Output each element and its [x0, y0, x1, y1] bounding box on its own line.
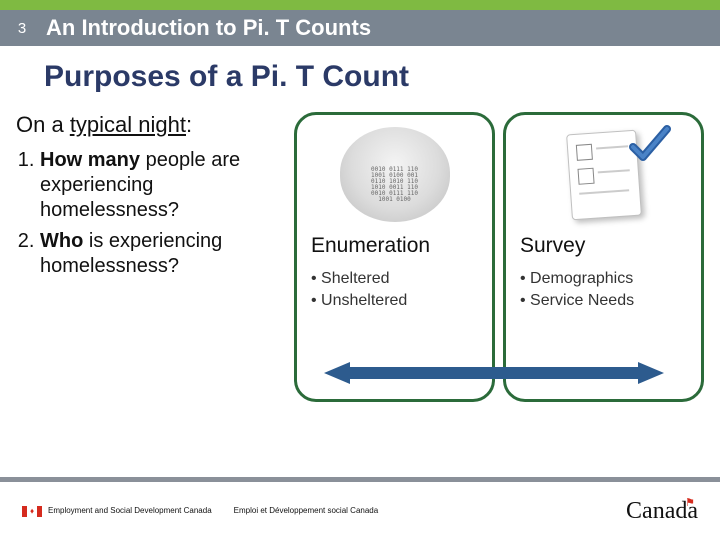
content-row: On a typical night: How many people are … — [0, 112, 720, 402]
checkmark-icon — [627, 123, 671, 167]
subhead: On a typical night: — [16, 112, 278, 138]
header-bar: 3 An Introduction to Pi. T Counts — [0, 10, 720, 46]
footer: ♦ Employment and Social Development Cana… — [0, 482, 720, 540]
card-enumeration-title: Enumeration — [311, 234, 430, 258]
question-list: How many people are experiencing homeles… — [16, 148, 278, 279]
card-survey-bullets: Demographics Service Needs — [520, 268, 634, 313]
slide-number: 3 — [0, 20, 44, 37]
subhead-underlined: typical night — [70, 112, 186, 137]
q1-bold: How many — [40, 149, 140, 171]
binary-globe-icon: 0010 0111 1101001 0100 0010110 1010 1101… — [340, 127, 450, 222]
bullet-demographics: Demographics — [520, 268, 634, 290]
bullet-sheltered: Sheltered — [311, 268, 407, 290]
subhead-lead: On a — [16, 112, 70, 137]
cards-wrap: 0010 0111 1101001 0100 0010110 1010 1101… — [294, 112, 704, 402]
bullet-unsheltered: Unsheltered — [311, 290, 407, 312]
q2-bold: Who — [40, 230, 83, 252]
gov-dept-signature: ♦ Employment and Social Development Cana… — [22, 506, 378, 517]
card-survey: Survey Demographics Service Needs — [503, 112, 704, 402]
canada-flag-icon: ♦ — [22, 506, 42, 517]
canada-wordmark: Canada ⚑ — [626, 498, 698, 525]
wordmark-flag-icon: ⚑ — [685, 496, 695, 509]
dept-name-fr: Emploi et Développement social Canada — [234, 506, 379, 516]
header-title: An Introduction to Pi. T Counts — [44, 15, 371, 41]
card-survey-title: Survey — [520, 234, 585, 258]
subhead-trail: : — [186, 112, 192, 137]
card-enumeration-bullets: Sheltered Unsheltered — [311, 268, 407, 313]
question-1: How many people are experiencing homeles… — [40, 148, 278, 223]
bullet-service-needs: Service Needs — [520, 290, 634, 312]
card-enumeration: 0010 0111 1101001 0100 0010110 1010 1101… — [294, 112, 495, 402]
question-2: Who is experiencing homelessness? — [40, 229, 278, 279]
top-accent-bar — [0, 0, 720, 10]
survey-checklist-icon — [549, 127, 659, 222]
page-title: Purposes of a Pi. T Count — [0, 46, 720, 112]
dept-name-en: Employment and Social Development Canada — [48, 506, 212, 516]
left-column: On a typical night: How many people are … — [16, 112, 286, 402]
